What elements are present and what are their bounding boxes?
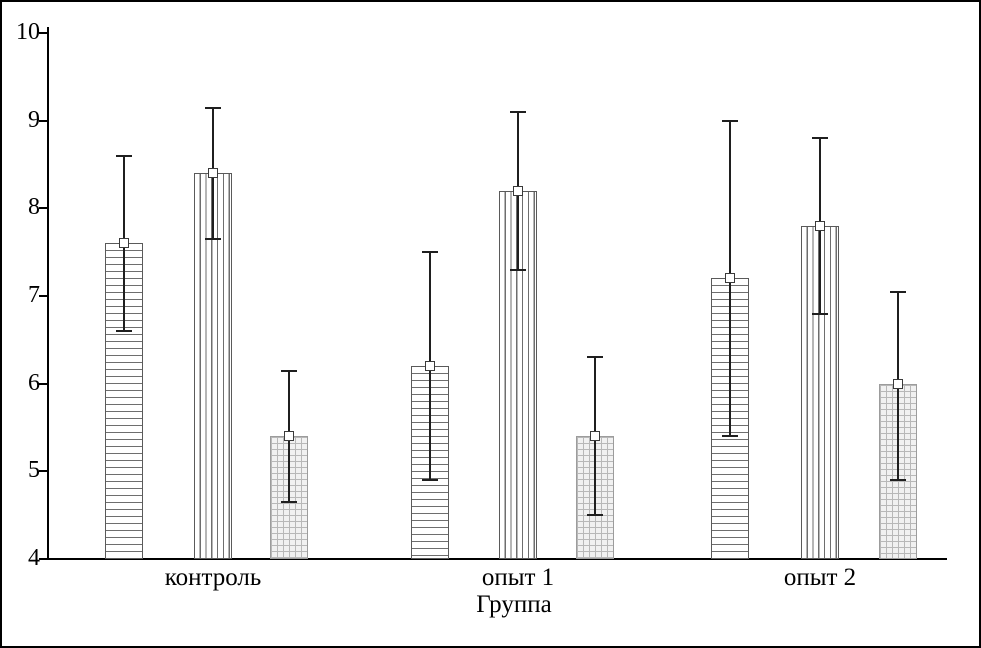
bar-top-marker — [425, 361, 435, 372]
y-axis-tick — [39, 382, 47, 385]
y-axis-tick — [39, 470, 47, 473]
bar-top-marker — [208, 168, 218, 179]
error-bar-cap-bottom — [812, 312, 828, 315]
y-tick-label: 4 — [28, 544, 40, 571]
y-axis-line — [47, 27, 49, 559]
error-bar-cap-top — [812, 137, 828, 140]
x-tick-label: опыт 2 — [783, 564, 857, 591]
error-bar-cap-top — [116, 154, 132, 157]
y-axis-tick — [39, 295, 47, 297]
y-tick-label: 8 — [28, 194, 40, 221]
error-bar-cap-bottom — [587, 514, 603, 517]
error-bar-cap-bottom — [116, 330, 132, 333]
bar-top-marker — [893, 378, 903, 389]
error-bar-cap-bottom — [722, 435, 738, 438]
bar-top-marker — [590, 431, 600, 442]
error-bar-cap-top — [510, 110, 526, 113]
y-tick-label: 7 — [28, 281, 40, 308]
error-bar-cap-top — [205, 106, 221, 109]
x-tick-label: опыт 1 — [481, 564, 555, 591]
error-bar-cap-bottom — [281, 501, 297, 504]
bar-top-marker — [513, 185, 523, 196]
bar-top-marker — [725, 273, 735, 284]
error-bar-cap-top — [281, 369, 297, 372]
error-bar-cap-top — [587, 356, 603, 359]
x-axis-line — [47, 558, 947, 560]
y-axis-tick — [39, 207, 47, 210]
bar-top-marker — [815, 220, 825, 231]
x-tick-label: контроль — [164, 564, 262, 591]
y-axis-tick — [39, 558, 47, 560]
y-axis-tick — [39, 119, 47, 122]
y-tick-label: 6 — [28, 369, 40, 396]
y-axis-tick — [39, 32, 47, 34]
error-bar-cap-top — [422, 251, 438, 254]
y-tick-label: 5 — [28, 457, 40, 484]
error-bar-cap-bottom — [422, 479, 438, 482]
y-tick-label: 10 — [16, 18, 40, 45]
x-axis-title: Группа — [476, 591, 552, 618]
error-bar-cap-top — [890, 290, 906, 293]
error-bar-cap-bottom — [205, 238, 221, 241]
error-bar-cap-bottom — [890, 479, 906, 482]
y-tick-label: 9 — [28, 106, 40, 133]
bar-top-marker — [119, 238, 129, 249]
bar-top-marker — [284, 431, 294, 442]
error-bar-cap-top — [722, 119, 738, 122]
error-bar-cap-bottom — [510, 268, 526, 271]
